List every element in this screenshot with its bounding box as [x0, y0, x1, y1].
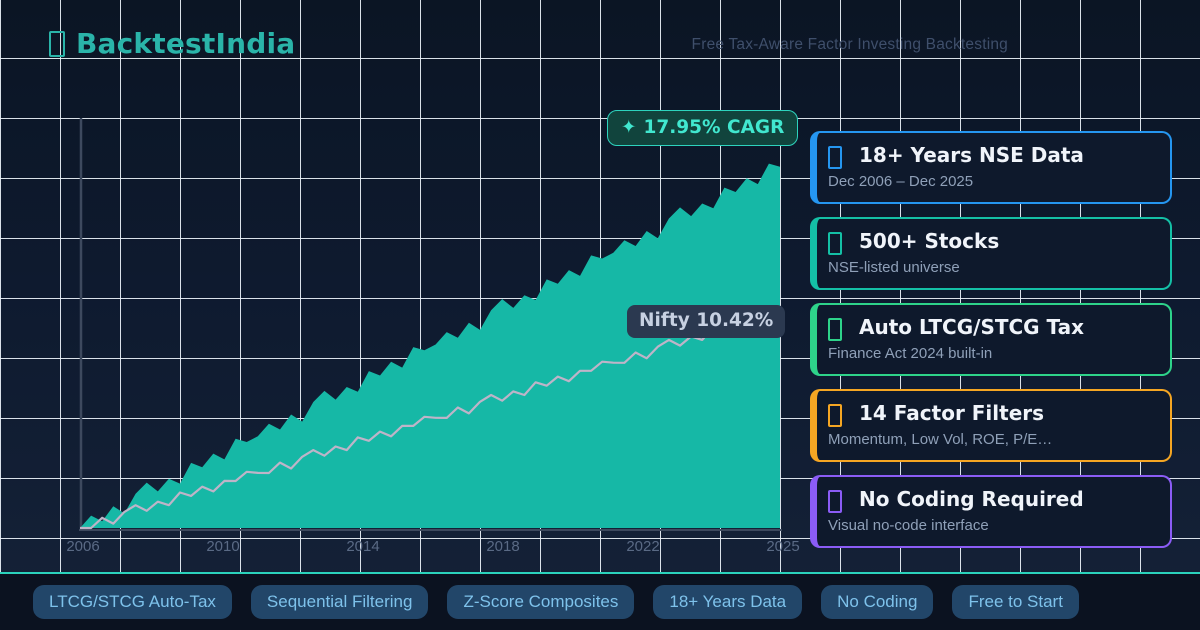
x-axis-tick: 2022 — [626, 538, 660, 555]
feature-card-tax: Auto LTCG/STCG Tax Finance Act 2024 buil… — [810, 303, 1172, 376]
feature-card-stocks: 500+ Stocks NSE-listed universe — [810, 217, 1172, 290]
card-subtitle: Momentum, Low Vol, ROE, P/E… — [828, 431, 1053, 448]
logo-icon — [49, 31, 65, 57]
cagr-badge: ✦ 17.95% CAGR — [607, 110, 799, 146]
cagr-badge-label: 17.95% CAGR — [643, 117, 785, 138]
tag-ltcg-stcg-auto-tax: LTCG/STCG Auto-Tax — [33, 585, 232, 619]
filters-icon — [828, 404, 842, 427]
feature-card-filters: 14 Factor Filters Momentum, Low Vol, ROE… — [810, 389, 1172, 462]
nifty-line-series — [80, 305, 781, 530]
card-title: No Coding Required — [859, 487, 1084, 511]
footer-tag-bar: LTCG/STCG Auto-Tax Sequential Filtering … — [0, 572, 1200, 630]
feature-card-list: 18+ Years NSE Data Dec 2006 – Dec 2025 5… — [810, 131, 1172, 561]
x-axis-tick: 2018 — [486, 538, 520, 555]
logo-text: BacktestIndia — [76, 27, 296, 60]
tag-18-years-data: 18+ Years Data — [653, 585, 803, 619]
x-axis-tick: 2025 — [766, 538, 800, 555]
card-subtitle: Finance Act 2024 built-in — [828, 345, 993, 362]
feature-card-no-code: No Coding Required Visual no-code interf… — [810, 475, 1172, 548]
tag-sequential-filtering: Sequential Filtering — [250, 585, 429, 619]
x-axis-tick: 2014 — [346, 538, 380, 555]
feature-card-years-data: 18+ Years NSE Data Dec 2006 – Dec 2025 — [810, 131, 1172, 204]
card-title: 500+ Stocks — [859, 229, 1000, 253]
card-title: 18+ Years NSE Data — [859, 143, 1084, 167]
card-title: 14 Factor Filters — [859, 401, 1045, 425]
tag-no-coding: No Coding — [821, 585, 934, 619]
header-tagline: Free Tax-Aware Factor Investing Backtest… — [691, 36, 1008, 53]
card-title: Auto LTCG/STCG Tax — [859, 315, 1085, 339]
years-data-icon — [828, 146, 842, 169]
stocks-icon — [828, 232, 842, 255]
card-subtitle: Dec 2006 – Dec 2025 — [828, 173, 974, 190]
strategy-area-series — [80, 163, 780, 528]
no-code-icon — [828, 490, 842, 513]
card-subtitle: NSE-listed universe — [828, 259, 960, 276]
x-axis-tick: 2010 — [206, 538, 240, 555]
sparkle-icon: ✦ — [621, 117, 637, 138]
tax-icon — [828, 318, 842, 341]
card-subtitle: Visual no-code interface — [828, 517, 989, 534]
tag-free-to-start: Free to Start — [952, 585, 1079, 619]
nifty-label: Nifty 10.42% — [627, 305, 786, 338]
x-axis-tick: 2006 — [66, 538, 100, 555]
tag-z-score-composites: Z-Score Composites — [447, 585, 635, 619]
